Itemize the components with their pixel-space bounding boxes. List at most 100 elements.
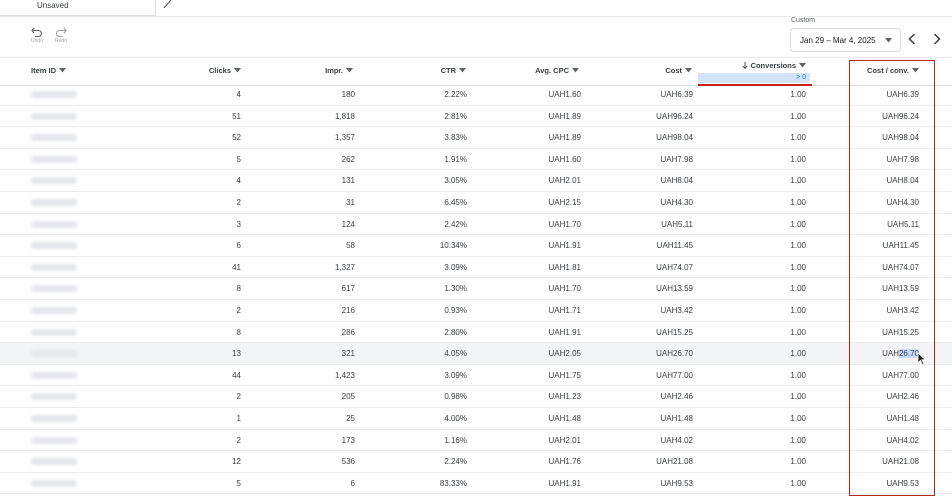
date-range-picker[interactable]: Jan 29 – Mar 4, 2025: [790, 28, 901, 52]
cell-cost: UAH98.04: [656, 133, 693, 143]
table-row[interactable]: 4 180 2.22% UAH1.60 UAH6.39 1.00 UAH6.39: [0, 84, 952, 106]
table-row[interactable]: 51 1,818 2.81% UAH1.89 UAH96.24 1.00 UAH96.24: [0, 106, 952, 128]
item-id-blurred: [31, 134, 77, 142]
cell-ctr: 1.91%: [444, 154, 467, 164]
table-row[interactable]: 8 617 1.30% UAH1.70 UAH13.59 1.00 UAH13.59: [0, 278, 952, 300]
cell-ctr: 3.09%: [444, 262, 467, 272]
item-id-blurred: [31, 112, 77, 120]
selected-text: 26.70: [898, 349, 919, 359]
table-row[interactable]: 41 1,327 3.09% UAH1.81 UAH74.07 1.00 UAH74.07: [0, 257, 952, 279]
cell-avg-cpc: UAH2.05: [548, 349, 581, 359]
column-header-item-id[interactable]: Item ID: [31, 66, 67, 75]
conversions-sort-underline: [698, 84, 812, 86]
chevron-down-icon: [885, 38, 892, 43]
table-row[interactable]: 12 536 2.24% UAH1.76 UAH21.08 1.00 UAH21.08: [0, 451, 952, 473]
table-row[interactable]: 8 286 2.80% UAH1.91 UAH15.25 1.00 UAH15.25: [0, 322, 952, 344]
cell-conversions: 1.00: [790, 154, 806, 164]
undo-button[interactable]: Undo: [27, 27, 47, 44]
cell-cost-per-conv: UAH9.53: [886, 478, 919, 488]
column-header-avg-cpc[interactable]: Avg. CPC: [510, 66, 579, 75]
cell-clicks: 8: [236, 327, 241, 337]
cell-avg-cpc: UAH1.71: [548, 306, 581, 315]
table-row[interactable]: 2 216 0.93% UAH1.71 UAH3.42 1.00 UAH3.42: [0, 300, 952, 322]
column-header-cost[interactable]: Cost: [620, 66, 692, 75]
item-id-blurred: [31, 242, 77, 250]
chevron-right-icon[interactable]: [933, 33, 941, 45]
cell-cost: UAH96.24: [656, 111, 693, 121]
cell-impr: 262: [341, 154, 355, 164]
cell-avg-cpc: UAH2.01: [548, 176, 581, 186]
column-header-ctr[interactable]: CTR: [400, 66, 466, 75]
cell-avg-cpc: UAH2.01: [548, 435, 581, 445]
table-row[interactable]: 2 205 0.98% UAH1.23 UAH2.46 1.00 UAH2.46: [0, 386, 952, 408]
table-row[interactable]: 44 1,423 3.09% UAH1.75 UAH77.00 1.00 UAH77.00: [0, 365, 952, 387]
cell-avg-cpc: UAH2.15: [548, 198, 581, 207]
cell-cost: UAH9.53: [660, 478, 693, 488]
date-range-caption: Custom: [791, 17, 816, 24]
item-id-blurred: [31, 328, 77, 336]
table-row[interactable]: 2 31 6.45% UAH2.15 UAH4.30 1.00 UAH4.30: [0, 192, 952, 214]
cell-cost-per-conv: UAH74.07: [882, 262, 919, 272]
cell-impr: 1,818: [334, 111, 355, 121]
table-row[interactable]: 1 25 4.00% UAH1.48 UAH1.48 1.00 UAH1.48: [0, 408, 952, 430]
cell-cost-per-conv: UAH1.48: [886, 414, 919, 423]
cell-cost-per-conv: UAH6.39: [886, 90, 919, 99]
cell-ctr: 2.22%: [444, 90, 467, 99]
undo-label: Undo: [31, 38, 43, 44]
table-row[interactable]: 5 6 83.33% UAH1.91 UAH9.53 1.00 UAH9.53: [0, 473, 952, 495]
cell-avg-cpc: UAH1.70: [548, 284, 581, 294]
cell-cost: UAH1.48: [660, 414, 693, 423]
cell-ctr: 0.93%: [444, 306, 467, 315]
cell-cost-per-conv: UAH4.30: [886, 198, 919, 207]
conversions-filter-chip[interactable]: > 0: [698, 73, 810, 83]
column-header-clicks[interactable]: Clicks: [180, 66, 241, 75]
cell-impr: 216: [341, 306, 355, 315]
item-id-blurred: [31, 91, 77, 98]
cell-avg-cpc: UAH1.76: [548, 457, 581, 467]
cell-cost: UAH6.39: [660, 90, 693, 99]
cell-ctr: 1.30%: [444, 284, 467, 294]
cell-avg-cpc: UAH1.48: [548, 414, 581, 423]
cell-cost: UAH3.42: [660, 306, 693, 315]
table-row[interactable]: 3 124 2.42% UAH1.70 UAH5.11 1.00 UAH5.11: [0, 214, 952, 236]
table-row[interactable]: 4 131 3.05% UAH2.01 UAH8.04 1.00 UAH8.04: [0, 170, 952, 192]
cell-impr: 124: [341, 219, 355, 229]
cell-conversions: 1.00: [790, 90, 806, 99]
cell-ctr: 2.42%: [444, 219, 467, 229]
cell-conversions: 1.00: [790, 327, 806, 337]
unsaved-tab[interactable]: Unsaved: [0, 0, 156, 16]
sort-caret-icon: [346, 68, 353, 73]
cell-conversions: 1.00: [790, 284, 806, 294]
table-row[interactable]: 5 262 1.91% UAH1.60 UAH7.98 1.00 UAH7.98: [0, 149, 952, 171]
item-id-blurred: [31, 479, 77, 487]
edit-icon[interactable]: [162, 0, 174, 8]
table-row[interactable]: 13 321 4.05% UAH2.05 UAH26.70 1.00 UAH26.70: [0, 343, 952, 365]
cell-cost: UAH5.11: [661, 219, 693, 229]
column-label: CTR: [440, 66, 456, 75]
cell-ctr: 3.83%: [444, 133, 467, 143]
table-row[interactable]: 2 173 1.16% UAH2.01 UAH4.02 1.00 UAH4.02: [0, 430, 952, 452]
cell-cost-per-conv: UAH96.24: [882, 111, 919, 121]
table-row[interactable]: 52 1,357 3.83% UAH1.89 UAH98.04 1.00 UAH98.04: [0, 127, 952, 149]
redo-button[interactable]: Redo: [51, 27, 71, 44]
cell-cost-per-conv: UAH7.98: [886, 154, 919, 164]
column-header-impr[interactable]: Impr.: [290, 66, 353, 75]
cell-clicks: 2: [236, 306, 241, 315]
cell-cost-per-conv: UAH8.04: [886, 176, 919, 186]
cell-avg-cpc: UAH1.75: [548, 370, 581, 380]
cell-cost-per-conv: UAH3.42: [886, 306, 919, 315]
cell-conversions: 1.00: [790, 392, 806, 402]
cell-cost-per-conv: UAH4.02: [886, 435, 919, 445]
cell-clicks: 6: [236, 241, 241, 251]
column-header-cost-per-conv[interactable]: Cost / conv.: [850, 66, 919, 75]
cell-impr: 131: [341, 176, 355, 186]
cell-cost-per-conv: UAH77.00: [882, 370, 919, 380]
cell-cost: UAH4.30: [660, 198, 693, 207]
column-label: Avg. CPC: [535, 66, 569, 75]
column-header-conversions[interactable]: Conversions: [700, 61, 806, 70]
table-row[interactable]: 6 58 10.34% UAH1.91 UAH11.45 1.00 UAH11.45: [0, 235, 952, 257]
cell-clicks: 4: [236, 176, 241, 186]
chevron-left-icon[interactable]: [908, 33, 916, 45]
cell-clicks: 44: [232, 370, 241, 380]
cell-cost: UAH21.08: [656, 457, 693, 467]
